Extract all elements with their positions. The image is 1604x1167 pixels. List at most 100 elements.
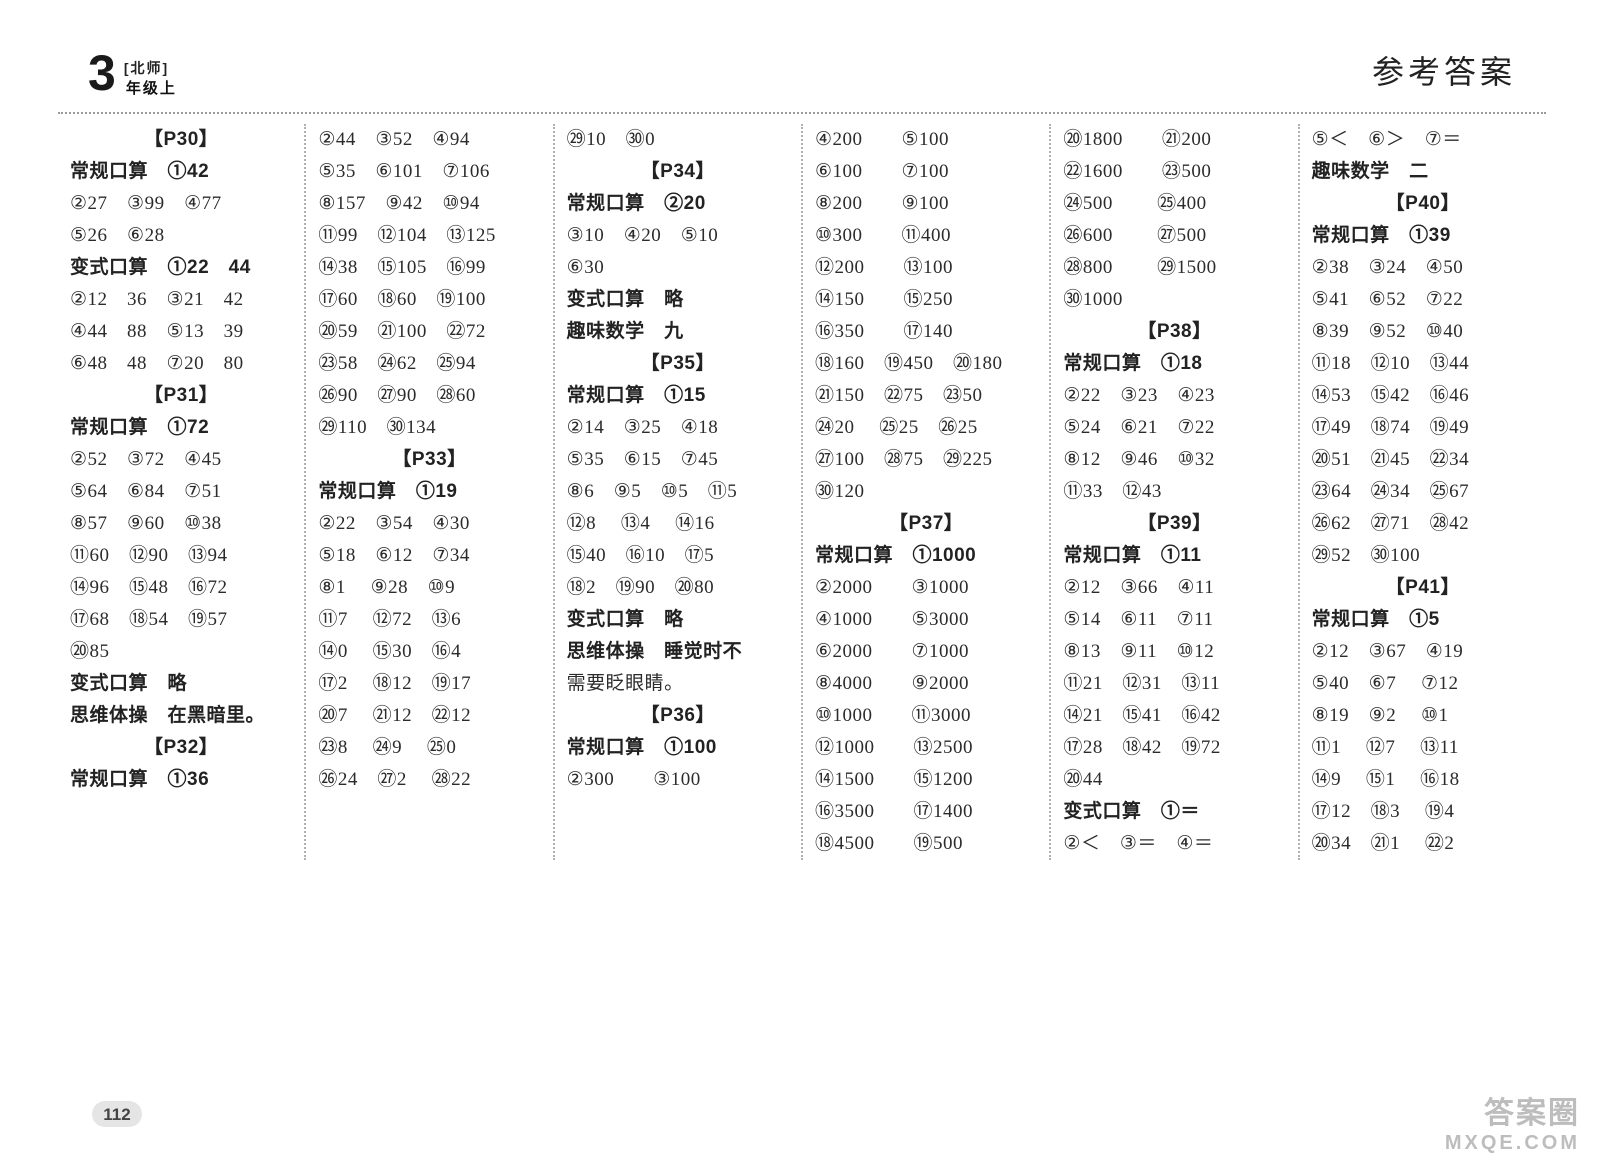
header-divider bbox=[58, 112, 1546, 114]
answer-line: ⑳7 ㉑12 ㉒12 bbox=[318, 700, 540, 732]
answer-line: 【P37】 bbox=[815, 508, 1037, 540]
answer-line: 变式口算 ①22 44 bbox=[70, 252, 292, 284]
answer-line: ⑪7 ⑫72 ⑬6 bbox=[318, 604, 540, 636]
answer-line: 【P41】 bbox=[1312, 572, 1534, 604]
answer-line: 【P38】 bbox=[1063, 316, 1285, 348]
answer-line: ㉘800 ㉙1500 bbox=[1063, 252, 1285, 284]
answer-line: ②44 ③52 ④94 bbox=[318, 124, 540, 156]
answer-line: ㉖90 ㉗90 ㉘60 bbox=[318, 380, 540, 412]
answer-line: ④1000 ⑤3000 bbox=[815, 604, 1037, 636]
answer-line: ⑯350 ⑰140 bbox=[815, 316, 1037, 348]
column-5: ⑳1800 ㉑200㉒1600 ㉓500㉔500 ㉕400㉖600 ㉗500㉘8… bbox=[1051, 124, 1299, 860]
answer-line: 常规口算 ①42 bbox=[70, 156, 292, 188]
answer-line: 变式口算 ①＝ bbox=[1063, 796, 1285, 828]
answer-line: ⑫1000 ⑬2500 bbox=[815, 732, 1037, 764]
column-6: ⑤＜ ⑥＞ ⑦＝趣味数学 二【P40】常规口算 ①39②38 ③24 ④50⑤4… bbox=[1300, 124, 1546, 860]
column-2: ②44 ③52 ④94⑤35 ⑥101 ⑦106⑧157 ⑨42 ⑩94⑪99 … bbox=[306, 124, 554, 860]
answer-line: 趣味数学 九 bbox=[567, 316, 789, 348]
answer-line: ⑪18 ⑫10 ⑬44 bbox=[1312, 348, 1534, 380]
answer-line: ⑫8 ⑬4 ⑭16 bbox=[567, 508, 789, 540]
answer-line: ⑪99 ⑫104 ⑬125 bbox=[318, 220, 540, 252]
answer-line: ⑧19 ⑨2 ⑩1 bbox=[1312, 700, 1534, 732]
answer-line: ②＜ ③＝ ④＝ bbox=[1063, 828, 1285, 860]
answer-line: ⑧6 ⑨5 ⑩5 ⑪5 bbox=[567, 476, 789, 508]
answer-line: ③10 ④20 ⑤10 bbox=[567, 220, 789, 252]
answer-line: 【P34】 bbox=[567, 156, 789, 188]
column-4: ④200 ⑤100⑥100 ⑦100⑧200 ⑨100⑩300 ⑪400⑫200… bbox=[803, 124, 1051, 860]
answer-line: 常规口算 ①1000 bbox=[815, 540, 1037, 572]
answer-line: ⑤35 ⑥101 ⑦106 bbox=[318, 156, 540, 188]
answer-line: 常规口算 ②20 bbox=[567, 188, 789, 220]
answer-line: ⑱4500 ⑲500 bbox=[815, 828, 1037, 860]
answer-line: 【P36】 bbox=[567, 700, 789, 732]
answer-line: ⑰28 ⑱42 ⑲72 bbox=[1063, 732, 1285, 764]
answer-line: 思维体操 在黑暗里。 bbox=[70, 700, 292, 732]
answer-line: ②52 ③72 ④45 bbox=[70, 444, 292, 476]
answer-line: ⑤18 ⑥12 ⑦34 bbox=[318, 540, 540, 572]
answer-line: 【P39】 bbox=[1063, 508, 1285, 540]
answer-line: ⑧39 ⑨52 ⑩40 bbox=[1312, 316, 1534, 348]
answer-line: ②12 36 ③21 42 bbox=[70, 284, 292, 316]
answer-line: ⑳44 bbox=[1063, 764, 1285, 796]
answer-line: ⑭38 ⑮105 ⑯99 bbox=[318, 252, 540, 284]
column-3: ㉙10 ㉚0【P34】常规口算 ②20③10 ④20 ⑤10⑥30变式口算 略趣… bbox=[555, 124, 803, 860]
answer-line: ④200 ⑤100 bbox=[815, 124, 1037, 156]
answer-line: ⑤35 ⑥15 ⑦45 bbox=[567, 444, 789, 476]
answer-line: ②12 ③66 ④11 bbox=[1063, 572, 1285, 604]
answer-line: ⑤14 ⑥11 ⑦11 bbox=[1063, 604, 1285, 636]
answer-line: ㉓64 ㉔34 ㉕67 bbox=[1312, 476, 1534, 508]
watermark: 答案圈 MXQE.COM bbox=[1445, 1088, 1580, 1155]
answer-line: ⑳59 ㉑100 ㉒72 bbox=[318, 316, 540, 348]
answer-line: 思维体操 睡觉时不 bbox=[567, 636, 789, 668]
watermark-text2: MXQE.COM bbox=[1445, 1132, 1580, 1155]
answer-line: ④44 88 ⑤13 39 bbox=[70, 316, 292, 348]
answer-line: ⑧13 ⑨11 ⑩12 bbox=[1063, 636, 1285, 668]
answer-line: ⑰12 ⑱3 ⑲4 bbox=[1312, 796, 1534, 828]
answer-line: 变式口算 略 bbox=[567, 284, 789, 316]
answer-line: ⑮40 ⑯10 ⑰5 bbox=[567, 540, 789, 572]
answer-line: ㉔500 ㉕400 bbox=[1063, 188, 1285, 220]
answer-line: ⑭0 ⑮30 ⑯4 bbox=[318, 636, 540, 668]
answer-line: ②12 ③67 ④19 bbox=[1312, 636, 1534, 668]
answer-line: 【P40】 bbox=[1312, 188, 1534, 220]
answer-line: 【P32】 bbox=[70, 732, 292, 764]
badge-publisher: [北师] bbox=[124, 60, 169, 76]
answer-line: ⑤26 ⑥28 bbox=[70, 220, 292, 252]
answer-line: ②300 ③100 bbox=[567, 764, 789, 796]
answer-line: 常规口算 ①36 bbox=[70, 764, 292, 796]
answer-line: ㉙10 ㉚0 bbox=[567, 124, 789, 156]
answer-line: 需要眨眼睛。 bbox=[567, 668, 789, 700]
page-title: 参考答案 bbox=[1372, 56, 1516, 88]
answer-line: ㉒1600 ㉓500 bbox=[1063, 156, 1285, 188]
watermark-text1: 答案圈 bbox=[1445, 1088, 1580, 1132]
answer-line: ⑭96 ⑮48 ⑯72 bbox=[70, 572, 292, 604]
answer-line: 【P30】 bbox=[70, 124, 292, 156]
answer-line: ⑧1 ⑨28 ⑩9 bbox=[318, 572, 540, 604]
column-1: 【P30】常规口算 ①42②27 ③99 ④77⑤26 ⑥28变式口算 ①22 … bbox=[58, 124, 306, 860]
answer-line: ⑧200 ⑨100 bbox=[815, 188, 1037, 220]
answer-line: ⑭9 ⑮1 ⑯18 bbox=[1312, 764, 1534, 796]
answer-line: ㉔20 ㉕25 ㉖25 bbox=[815, 412, 1037, 444]
answer-line: ⑳51 ㉑45 ㉒34 bbox=[1312, 444, 1534, 476]
answer-line: ㉙52 ㉚100 bbox=[1312, 540, 1534, 572]
answer-line: ㉖62 ㉗71 ㉘42 bbox=[1312, 508, 1534, 540]
answer-line: ⑭21 ⑮41 ⑯42 bbox=[1063, 700, 1285, 732]
answer-line: 变式口算 略 bbox=[567, 604, 789, 636]
badge-text: [北师] 年级上 bbox=[124, 60, 179, 98]
answer-line: 常规口算 ①5 bbox=[1312, 604, 1534, 636]
answer-line: ②22 ③23 ④23 bbox=[1063, 380, 1285, 412]
answer-line: ②38 ③24 ④50 bbox=[1312, 252, 1534, 284]
grade-badge: 3 [北师] 年级上 bbox=[88, 48, 179, 98]
answer-line: ⑤41 ⑥52 ⑦22 bbox=[1312, 284, 1534, 316]
answer-line: ⑩1000 ⑪3000 bbox=[815, 700, 1037, 732]
answer-line: ⑭150 ⑮250 bbox=[815, 284, 1037, 316]
answer-line: ㉓8 ㉔9 ㉕0 bbox=[318, 732, 540, 764]
answer-line: ⑥48 48 ⑦20 80 bbox=[70, 348, 292, 380]
answer-line: ㉗100 ㉘75 ㉙225 bbox=[815, 444, 1037, 476]
answer-line: ⑭53 ⑮42 ⑯46 bbox=[1312, 380, 1534, 412]
answer-line: ⑧4000 ⑨2000 bbox=[815, 668, 1037, 700]
answer-line: ⑩300 ⑪400 bbox=[815, 220, 1037, 252]
answer-line: ⑥2000 ⑦1000 bbox=[815, 636, 1037, 668]
answer-line: ㉖600 ㉗500 bbox=[1063, 220, 1285, 252]
answer-line: ⑪1 ⑫7 ⑬11 bbox=[1312, 732, 1534, 764]
